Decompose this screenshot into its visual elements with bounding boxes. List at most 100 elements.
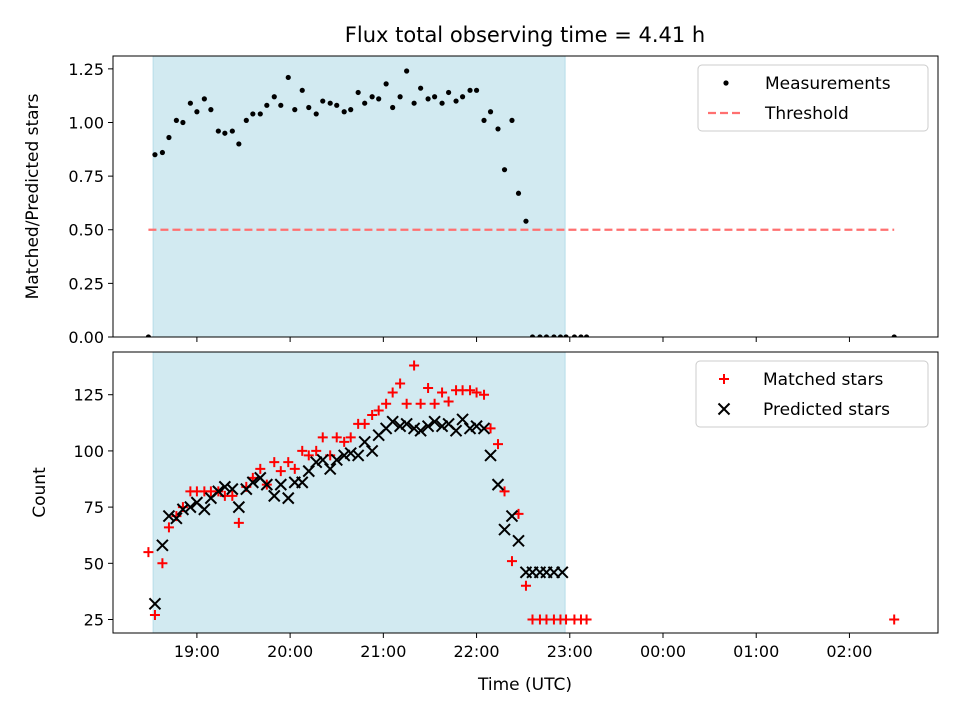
- data-point: [365, 444, 379, 458]
- data-point: [194, 109, 200, 115]
- data-point: [400, 417, 413, 431]
- data-point: [283, 457, 294, 468]
- data-point: [250, 111, 256, 117]
- data-point: [303, 450, 314, 461]
- data-point: [159, 149, 166, 156]
- data-point: [891, 334, 897, 337]
- data-point: [561, 614, 572, 625]
- data-point: [445, 89, 452, 96]
- data-point: [306, 104, 312, 111]
- data-point: [505, 509, 519, 523]
- data-point: [411, 100, 417, 106]
- legend: Matched stars Predicted stars: [695, 360, 929, 428]
- data-point: [152, 152, 158, 158]
- data-point: [393, 419, 407, 433]
- data-point: [543, 334, 550, 337]
- data-point: [439, 100, 445, 106]
- data-point: [395, 378, 406, 389]
- data-point: [233, 517, 244, 528]
- data-point: [222, 130, 228, 136]
- y-tick-label: 1.00: [68, 113, 104, 132]
- data-point: [163, 522, 174, 533]
- data-point: [556, 566, 569, 579]
- data-point: [557, 334, 564, 337]
- data-point: [330, 453, 343, 467]
- data-point: [467, 87, 473, 93]
- data-point: [491, 478, 505, 491]
- data-point: [571, 334, 578, 337]
- data-point: [226, 482, 239, 496]
- data-point: [297, 445, 308, 456]
- data-point: [331, 432, 342, 443]
- data-point: [264, 102, 270, 108]
- data-point: [201, 96, 207, 102]
- data-point: [143, 547, 154, 558]
- data-point: [369, 94, 375, 100]
- data-point: [523, 218, 529, 224]
- x-axis-label: Time (UTC): [477, 675, 572, 695]
- data-point: [383, 81, 389, 87]
- legend-marker: [723, 80, 729, 86]
- panel-top-ratio: 0.00 0.25 0.50 0.75 1.00 1.25 Matched/Predicte…: [23, 55, 939, 347]
- series-measurements: [145, 68, 897, 337]
- data-point: [581, 614, 592, 625]
- data-point: [456, 413, 469, 426]
- data-point: [320, 98, 326, 104]
- data-point: [359, 418, 370, 429]
- data-point: [316, 453, 329, 467]
- data-point: [310, 455, 323, 469]
- data-point: [551, 334, 557, 337]
- data-point: [311, 445, 322, 456]
- data-point: [348, 107, 354, 113]
- data-point: [296, 476, 309, 489]
- data-point: [351, 449, 365, 462]
- legend-marker: [719, 374, 729, 384]
- data-point: [415, 398, 426, 409]
- data-point: [453, 98, 459, 104]
- data-point: [255, 463, 266, 474]
- y-tick-label: 0.75: [68, 167, 104, 186]
- data-point: [409, 360, 420, 371]
- data-point: [173, 117, 179, 123]
- data-point: [495, 126, 501, 132]
- y-axis-label: Count: [30, 467, 50, 518]
- axes-frame: [112, 55, 939, 338]
- data-point: [459, 94, 466, 100]
- data-point: [465, 385, 476, 396]
- y-axis-label: Matched/Predicted stars: [23, 93, 43, 299]
- data-point: [208, 107, 214, 113]
- observing-window-shade: [152, 55, 566, 338]
- data-point: [512, 534, 525, 548]
- legend-label: Predicted stars: [763, 400, 890, 420]
- data-point: [257, 111, 263, 117]
- data-point: [327, 100, 333, 106]
- data-point: [481, 117, 487, 123]
- data-point: [187, 100, 193, 106]
- data-point: [246, 476, 260, 489]
- data-point: [278, 102, 284, 108]
- x-tick-label: 02:00: [826, 642, 872, 661]
- legend-label: Measurements: [765, 74, 891, 94]
- data-point: [145, 334, 152, 337]
- y-tick-label: 125: [73, 386, 104, 405]
- data-point: [563, 334, 569, 337]
- data-point: [529, 334, 536, 337]
- data-point: [471, 387, 482, 398]
- data-point: [317, 432, 328, 443]
- data-point: [404, 68, 410, 74]
- data-point: [386, 415, 399, 428]
- data-point: [218, 480, 232, 494]
- data-point: [345, 432, 356, 443]
- data-point: [421, 419, 435, 433]
- data-point: [485, 423, 496, 434]
- legend: Measurements Threshold: [697, 64, 929, 132]
- x-tick-label: 01:00: [733, 642, 779, 661]
- data-point: [166, 134, 172, 141]
- data-point: [470, 419, 483, 433]
- data-point: [889, 614, 900, 625]
- axes-frame: [112, 351, 939, 634]
- y-tick-label: 1.25: [68, 60, 104, 79]
- data-point: [443, 396, 454, 407]
- data-point: [487, 109, 494, 115]
- data-point: [498, 523, 511, 536]
